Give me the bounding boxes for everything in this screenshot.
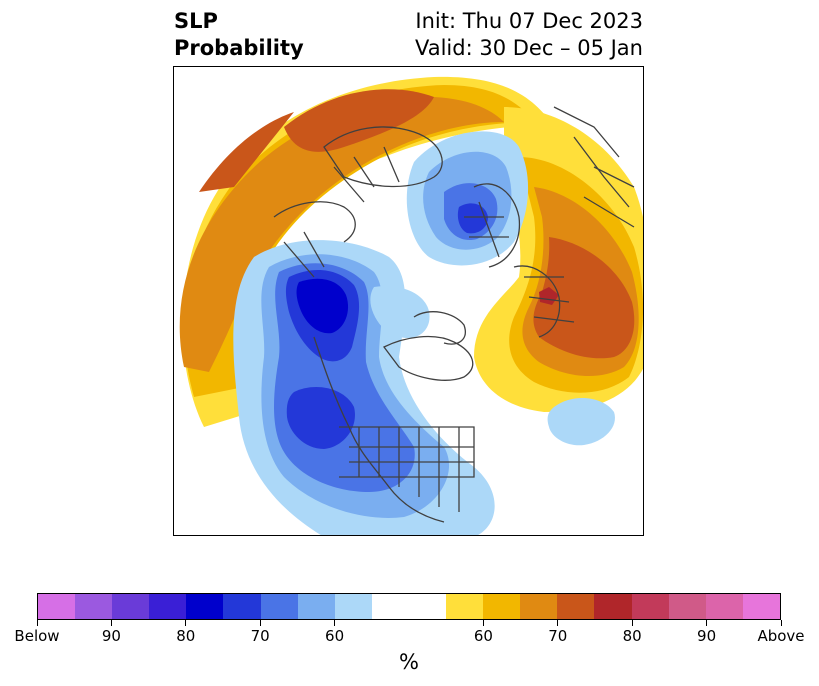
colorbar-swatch — [297, 594, 335, 619]
colorbar-tick — [706, 620, 708, 626]
colorbar-swatch — [186, 594, 224, 619]
colorbar — [37, 593, 781, 620]
title-type: Probability — [174, 36, 304, 60]
colorbar-swatch — [75, 594, 113, 619]
chart-title-left: SLP Probability — [174, 8, 304, 62]
colorbar-swatch — [112, 594, 150, 619]
colorbar-swatch — [260, 594, 298, 619]
colorbar-swatch — [483, 594, 521, 619]
valid-range: Valid: 30 Dec – 05 Jan — [414, 36, 643, 60]
colorbar-swatch — [38, 594, 76, 619]
colorbar-tick-label: 90 — [697, 627, 717, 645]
colorbar-tick-label: 80 — [176, 627, 196, 645]
colorbar-swatch — [742, 594, 780, 619]
colorbar-tick — [110, 620, 112, 626]
colorbar-tick-label: 70 — [250, 627, 270, 645]
colorbar-swatch — [408, 594, 447, 619]
colorbar-swatch — [520, 594, 558, 619]
colorbar-swatch — [631, 594, 669, 619]
colorbar-tick — [557, 620, 559, 626]
colorbar-tick — [259, 620, 261, 626]
title-variable: SLP — [174, 9, 218, 33]
map-panel — [173, 66, 644, 536]
colorbar-unit-label: % — [399, 650, 419, 674]
colorbar-tick-label: 60 — [325, 627, 345, 645]
colorbar-swatch — [149, 594, 187, 619]
colorbar-tick-label: 60 — [473, 627, 493, 645]
colorbar-tick-label: 70 — [548, 627, 568, 645]
colorbar-swatch — [557, 594, 595, 619]
colorbar-swatch — [594, 594, 632, 619]
colorbar-tick — [185, 620, 187, 626]
colorbar-swatch — [223, 594, 261, 619]
colorbar-swatch — [371, 594, 409, 619]
colorbar-swatch — [668, 594, 706, 619]
colorbar-tick-label: 90 — [101, 627, 121, 645]
colorbar-swatch — [705, 594, 743, 619]
colorbar-tick — [482, 620, 484, 626]
colorbar-tick-label: Above — [757, 627, 805, 645]
colorbar-swatch — [334, 594, 372, 619]
init-date: Init: Thu 07 Dec 2023 — [415, 9, 643, 33]
colorbar-tick-label: 80 — [622, 627, 642, 645]
probability-map — [174, 67, 643, 535]
colorbar-tick — [36, 620, 38, 626]
colorbar-tick — [780, 620, 782, 626]
colorbar-tick — [631, 620, 633, 626]
colorbar-swatch — [446, 594, 484, 619]
colorbar-tick — [334, 620, 336, 626]
colorbar-tick-label: Below — [14, 627, 60, 645]
chart-title-right: Init: Thu 07 Dec 2023 Valid: 30 Dec – 05… — [415, 8, 643, 62]
